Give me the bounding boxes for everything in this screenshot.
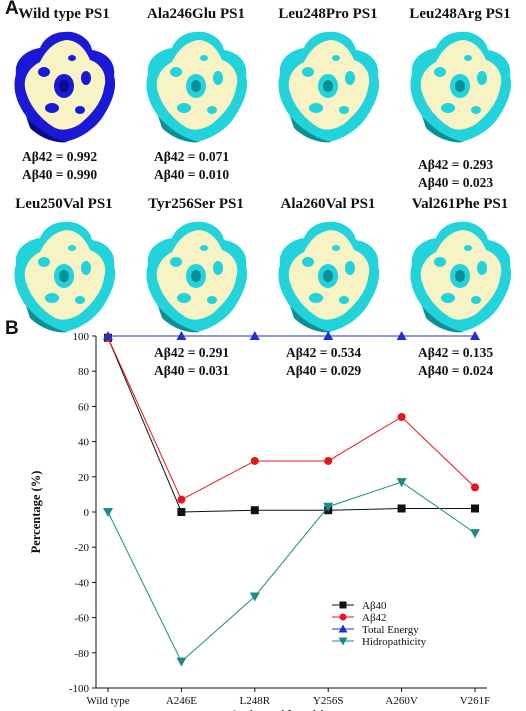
- legend-label: Aβ42: [362, 612, 387, 624]
- data-point: [471, 483, 479, 492]
- y-tick-label: -40: [74, 577, 89, 589]
- data-point: [471, 504, 479, 513]
- structure-panel: Wild type PS1 Aβ42 = 0.992 Aβ40 = 0.990: [0, 6, 128, 196]
- series-line: [107, 337, 475, 513]
- ab42-value: Aβ42 = 0.135: [418, 345, 494, 360]
- ab-ratio-values: Aβ42 = 0.071 Aβ40 = 0.010: [154, 148, 229, 184]
- x-tick-label: Y256S: [313, 695, 344, 707]
- protein-surface-image: [146, 31, 248, 143]
- data-point: [250, 506, 259, 515]
- legend-label: Aβ40: [362, 600, 387, 612]
- data-point: [470, 331, 480, 340]
- protein-surface-image: [14, 221, 116, 333]
- structure-panel: Leu248Arg PS1 Aβ42 = 0.293 Aβ40 = 0.023: [396, 6, 524, 196]
- data-point: [176, 657, 187, 667]
- y-tick-label: 80: [78, 366, 90, 378]
- data-point: [323, 331, 334, 340]
- data-point: [470, 529, 480, 539]
- protein-surface-image: [14, 31, 116, 143]
- structure-panel: Ala246Glu PS1 Aβ42 = 0.071 Aβ40 = 0.010: [132, 6, 260, 196]
- y-tick-label: 40: [78, 437, 90, 449]
- data-point: [249, 592, 260, 602]
- legend-marker: [338, 637, 348, 646]
- structure-title: Leu250Val PS1: [15, 196, 113, 212]
- structure-title: Ala260Val PS1: [280, 196, 376, 212]
- y-tick-label: -20: [74, 542, 89, 554]
- data-point: [177, 495, 186, 504]
- structure-title: Leu248Arg PS1: [409, 6, 511, 22]
- ab40-value: Aβ40 = 0.023: [418, 175, 494, 190]
- y-tick-label: -60: [74, 613, 89, 625]
- structure-title: Val261Phe PS1: [411, 196, 509, 212]
- ab40-value: Aβ40 = 0.010: [154, 167, 230, 182]
- structure-title: Tyr256Ser PS1: [148, 196, 244, 212]
- data-point: [396, 331, 407, 340]
- data-point: [397, 412, 406, 421]
- structure-title: Leu248Pro PS1: [278, 6, 378, 22]
- ab-ratio-values: Aβ42 = 0.291 Aβ40 = 0.031: [154, 344, 229, 380]
- structure-panel: Leu248Pro PS1: [264, 6, 392, 196]
- x-axis-title: Amino acid position: [230, 708, 337, 711]
- y-tick-label: -80: [74, 648, 89, 660]
- x-tick-label: A260V: [385, 695, 417, 707]
- legend-marker: [339, 613, 347, 621]
- x-tick-label: L248R: [240, 695, 271, 707]
- panel-a-label: A: [5, 0, 19, 19]
- structure-title: Wild type PS1: [18, 6, 110, 22]
- ab-ratio-values: Aβ42 = 0.992 Aβ40 = 0.990: [22, 148, 97, 184]
- data-point: [324, 456, 333, 465]
- y-tick-label: 100: [73, 331, 90, 343]
- data-point: [103, 508, 113, 517]
- data-point: [396, 478, 407, 488]
- series-line: [107, 337, 476, 501]
- data-point: [397, 504, 406, 513]
- ab42-value: Aβ42 = 0.534: [286, 345, 362, 360]
- ab42-value: Aβ42 = 0.992: [22, 149, 98, 164]
- ab40-value: Aβ40 = 0.024: [418, 363, 494, 378]
- legend-marker: [339, 601, 347, 609]
- x-tick-label: V261F: [460, 695, 491, 707]
- ab-ratio-values: Aβ42 = 0.534 Aβ40 = 0.029: [286, 344, 361, 380]
- structure-panel: Leu250Val PS1: [0, 196, 128, 386]
- structure-title: Ala246Glu PS1: [147, 6, 245, 22]
- series-line: [107, 481, 476, 663]
- structure-panel: Ala260Val PS1 Aβ42 = 0.534 Aβ40 = 0.029: [264, 196, 392, 386]
- y-axis-title: Percentage (%): [29, 471, 43, 554]
- ab40-value: Aβ40 = 0.029: [286, 363, 362, 378]
- ab-ratio-values: Aβ42 = 0.135 Aβ40 = 0.024: [418, 344, 493, 380]
- protein-surface-image: [410, 31, 512, 143]
- y-tick-label: -100: [69, 683, 90, 695]
- protein-surface-image: [410, 221, 512, 333]
- ab-ratio-values: Aβ42 = 0.293 Aβ40 = 0.023: [418, 156, 493, 192]
- panel-b-label: B: [5, 318, 19, 339]
- data-point: [177, 508, 186, 516]
- data-point: [250, 456, 259, 465]
- legend-label: Hidropathicity: [362, 636, 427, 648]
- ab42-value: Aβ42 = 0.071: [154, 149, 230, 164]
- ab40-value: Aβ40 = 0.031: [154, 363, 230, 378]
- y-tick-label: 60: [78, 401, 90, 413]
- structure-panel: Val261Phe PS1 Aβ42 = 0.135 Aβ40 = 0.024: [396, 196, 524, 386]
- data-point: [249, 331, 260, 340]
- data-point: [323, 502, 334, 512]
- protein-surface-image: [146, 221, 248, 333]
- y-tick-label: 20: [78, 472, 90, 484]
- structure-panel: Tyr256Ser PS1 Aβ42 = 0.291 Aβ40 = 0.031: [132, 196, 260, 386]
- legend-label: Total Energy: [362, 624, 419, 636]
- protein-surface-image: [278, 221, 380, 333]
- line-chart: -100 -80 -60 -40 -20 0 20 40 60 80 100 Wild type A24…: [29, 331, 491, 711]
- x-tick-label: A246E: [166, 695, 197, 707]
- data-point: [176, 331, 187, 340]
- y-tick-label: 0: [84, 507, 90, 519]
- ab42-value: Aβ42 = 0.293: [418, 157, 494, 172]
- legend-marker: [338, 624, 348, 633]
- ab42-value: Aβ42 = 0.291: [154, 345, 230, 360]
- ab40-value: Aβ40 = 0.990: [22, 167, 98, 182]
- protein-surface-image: [278, 31, 380, 143]
- x-tick-label: Wild type: [86, 695, 129, 707]
- data-point: [103, 331, 113, 340]
